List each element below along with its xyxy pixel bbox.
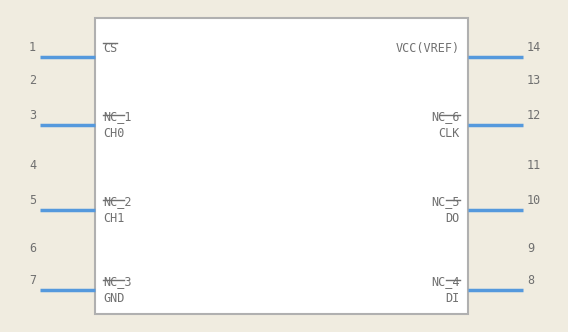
Text: CH0: CH0 (103, 127, 124, 140)
Text: CLK: CLK (438, 127, 460, 140)
Text: CH1: CH1 (103, 212, 124, 225)
Text: 13: 13 (527, 74, 541, 87)
Text: 3: 3 (29, 109, 36, 122)
Text: DO: DO (446, 212, 460, 225)
Text: 7: 7 (29, 274, 36, 287)
Text: 10: 10 (527, 194, 541, 207)
Text: GND: GND (103, 292, 124, 305)
Text: 11: 11 (527, 159, 541, 172)
Text: DI: DI (446, 292, 460, 305)
Text: 9: 9 (527, 242, 534, 255)
Text: NC_5: NC_5 (432, 195, 460, 208)
Text: 14: 14 (527, 41, 541, 54)
Text: VCC(VREF): VCC(VREF) (396, 42, 460, 55)
Bar (95, 18, 468, 314)
Text: 1: 1 (29, 41, 36, 54)
Text: NC_2: NC_2 (103, 195, 132, 208)
Text: 8: 8 (527, 274, 534, 287)
Text: NC_4: NC_4 (432, 275, 460, 288)
Text: 4: 4 (29, 159, 36, 172)
Text: CS: CS (103, 42, 117, 55)
Text: 2: 2 (29, 74, 36, 87)
Text: NC_6: NC_6 (432, 110, 460, 123)
Text: 5: 5 (29, 194, 36, 207)
Text: 12: 12 (527, 109, 541, 122)
Text: 6: 6 (29, 242, 36, 255)
Text: NC_3: NC_3 (103, 275, 132, 288)
Text: NC_1: NC_1 (103, 110, 132, 123)
